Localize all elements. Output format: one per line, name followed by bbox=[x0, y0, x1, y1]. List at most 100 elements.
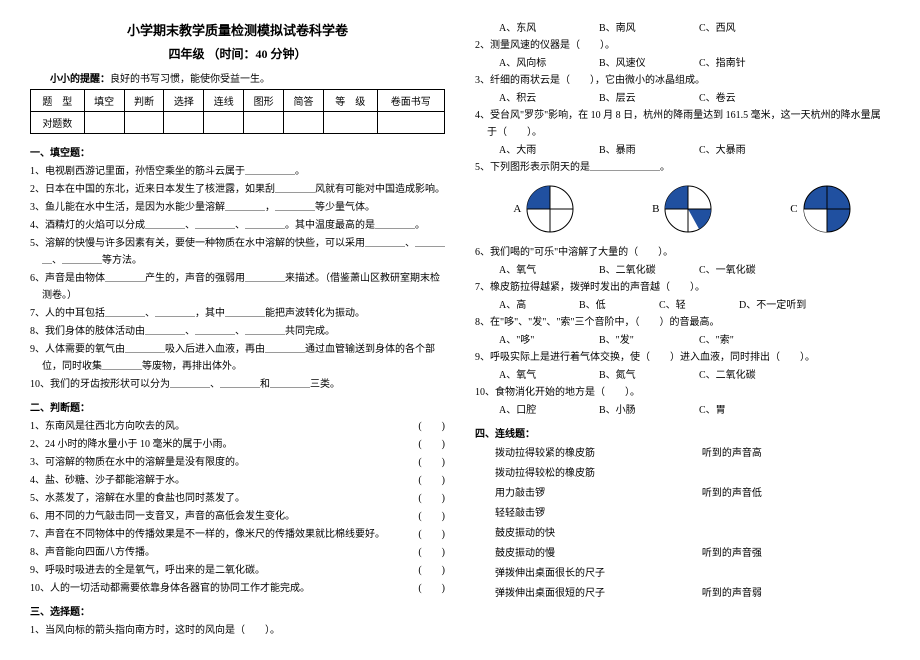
q: 6、声音是由物体＿＿＿＿产生的，声音的强弱用＿＿＿＿来描述。（借鉴萧山区教研室期… bbox=[30, 270, 445, 304]
line-row: 鼓皮振动的快 bbox=[475, 524, 890, 544]
pie-label: A bbox=[513, 203, 521, 215]
opt: C、胃 bbox=[699, 402, 799, 419]
section2-title: 二、判断题： bbox=[30, 399, 445, 414]
tf-item: 10、人的一切活动都需要依靠身体各器官的协同工作才能完成。( ) bbox=[30, 580, 445, 597]
opt: A、积云 bbox=[499, 90, 599, 107]
tf-item: 4、盐、砂糖、沙子都能溶解于水。( ) bbox=[30, 472, 445, 489]
q: 9、呼吸实际上是进行着气体交换，使（ ）进入血液，同时排出（ ）。 bbox=[475, 349, 890, 366]
line-right bbox=[702, 504, 890, 524]
line-right: 听到的声音低 bbox=[702, 484, 890, 504]
table-row: 题 型 填空 判断 选择 连线 图形 简答 等 级 卷面书写 bbox=[31, 90, 445, 112]
section3-title: 三、选择题： bbox=[30, 603, 445, 618]
options: A、"哆"B、"发"C、"索" bbox=[499, 332, 890, 349]
opt: C、西风 bbox=[699, 20, 799, 37]
line-left: 鼓皮振动的慢 bbox=[495, 544, 702, 564]
line-left: 鼓皮振动的快 bbox=[495, 524, 702, 544]
main-title: 小学期末教学质量检测模拟试卷科学卷 bbox=[30, 20, 445, 39]
line-left: 用力敲击锣 bbox=[495, 484, 702, 504]
cell bbox=[164, 112, 204, 134]
cell bbox=[84, 112, 124, 134]
q: 8、我们身体的肢体活动由＿＿＿＿、＿＿＿＿、＿＿＿＿共同完成。 bbox=[30, 323, 445, 340]
left-column: 小学期末教学质量检测模拟试卷科学卷 四年级 （时间：40 分钟） 小小的提醒：良… bbox=[30, 20, 445, 640]
cell bbox=[323, 112, 377, 134]
opt: C、卷云 bbox=[699, 90, 799, 107]
tf-paren: ( ) bbox=[430, 454, 445, 471]
options: A、氧气B、二氧化碳C、一氧化碳 bbox=[499, 262, 890, 279]
opt: B、"发" bbox=[599, 332, 699, 349]
tf-paren: ( ) bbox=[430, 490, 445, 507]
opt: B、低 bbox=[579, 297, 659, 314]
tf-item: 3、可溶解的物质在水中的溶解量是没有限度的。( ) bbox=[30, 454, 445, 471]
line-list: 拨动拉得较紧的橡皮筋听到的声音高拨动拉得较松的橡皮筋用力敲击锣听到的声音低轻轻敲… bbox=[475, 444, 890, 604]
opt: C、大暴雨 bbox=[699, 142, 799, 159]
q: 8、在"哆"、"发"、"索"三个音阶中，（ ）的音最高。 bbox=[475, 314, 890, 331]
q: 1、电视剧西游记里面，孙悟空乘坐的筋斗云属于＿＿＿＿＿。 bbox=[30, 163, 445, 180]
tf-item: 2、24 小时的降水量小于 10 毫米的属于小雨。( ) bbox=[30, 436, 445, 453]
opt: A、氧气 bbox=[499, 262, 599, 279]
cell bbox=[204, 112, 244, 134]
line-right bbox=[702, 564, 890, 584]
tf-paren: ( ) bbox=[430, 562, 445, 579]
opt: B、氮气 bbox=[599, 367, 699, 384]
th: 简答 bbox=[284, 90, 324, 112]
line-row: 拨动拉得较松的橡皮筋 bbox=[475, 464, 890, 484]
line-right: 听到的声音强 bbox=[702, 544, 890, 564]
tf-paren: ( ) bbox=[430, 526, 445, 543]
options: A、积云B、层云C、卷云 bbox=[499, 90, 890, 107]
opt: C、轻 bbox=[659, 297, 739, 314]
opt: A、口腔 bbox=[499, 402, 599, 419]
th: 题 型 bbox=[31, 90, 85, 112]
q: 10、食物消化开始的地方是（ ）。 bbox=[475, 384, 890, 401]
line-row: 轻轻敲击锣 bbox=[475, 504, 890, 524]
section1-title: 一、填空题： bbox=[30, 144, 445, 159]
q: 4、受台风"罗莎"影响，在 10 月 8 日，杭州的降雨量达到 161.5 毫米… bbox=[475, 107, 890, 141]
cell bbox=[124, 112, 164, 134]
tf-paren: ( ) bbox=[430, 418, 445, 435]
pie-icon bbox=[802, 184, 852, 234]
line-right bbox=[702, 524, 890, 544]
tf-item: 9、呼吸时吸进去的全是氧气，呼出来的是二氧化碳。( ) bbox=[30, 562, 445, 579]
tf-item: 6、用不同的力气敲击同一支音叉，声音的高低会发生变化。( ) bbox=[30, 508, 445, 525]
line-row: 弹拨伸出桌面很短的尺子听到的声音弱 bbox=[475, 584, 890, 604]
tf-item: 8、声音能向四面八方传播。( ) bbox=[30, 544, 445, 561]
opt: A、大雨 bbox=[499, 142, 599, 159]
tf-item: 5、水蒸发了，溶解在水里的食盐也同时蒸发了。( ) bbox=[30, 490, 445, 507]
pie-a: A bbox=[513, 184, 575, 234]
pie-label: C bbox=[790, 203, 797, 215]
cell bbox=[377, 112, 444, 134]
th: 判断 bbox=[124, 90, 164, 112]
right-column: A、东风B、南风C、西风 2、测量风速的仪器是（ ）。 A、风向标B、风速仪C、… bbox=[475, 20, 890, 640]
th: 选择 bbox=[164, 90, 204, 112]
pie-icon bbox=[525, 184, 575, 234]
opt: B、小肠 bbox=[599, 402, 699, 419]
section4-title: 四、连线题： bbox=[475, 425, 890, 440]
line-left: 弹拨伸出桌面很长的尺子 bbox=[495, 564, 702, 584]
row-label: 对题数 bbox=[31, 112, 85, 134]
tf-paren: ( ) bbox=[430, 472, 445, 489]
options: A、氧气B、氮气C、二氧化碳 bbox=[499, 367, 890, 384]
q: 7、橡皮筋拉得越紧，拨弹时发出的声音越（ ）。 bbox=[475, 279, 890, 296]
th: 等 级 bbox=[323, 90, 377, 112]
opt: A、氧气 bbox=[499, 367, 599, 384]
tip-text: 良好的书写习惯，能使你受益一生。 bbox=[110, 74, 270, 85]
line-right: 听到的声音弱 bbox=[702, 584, 890, 604]
opt: C、二氧化碳 bbox=[699, 367, 799, 384]
tf-list: 1、东南风是往西北方向吹去的风。( )2、24 小时的降水量小于 10 毫米的属… bbox=[30, 418, 445, 597]
tip: 小小的提醒：良好的书写习惯，能使你受益一生。 bbox=[30, 70, 445, 85]
tf-paren: ( ) bbox=[430, 544, 445, 561]
options: A、高B、低C、轻D、不一定听到 bbox=[499, 297, 890, 314]
opt: C、一氧化碳 bbox=[699, 262, 799, 279]
tf-item: 1、东南风是往西北方向吹去的风。( ) bbox=[30, 418, 445, 435]
line-row: 拨动拉得较紧的橡皮筋听到的声音高 bbox=[475, 444, 890, 464]
opt: A、风向标 bbox=[499, 55, 599, 72]
line-row: 弹拨伸出桌面很长的尺子 bbox=[475, 564, 890, 584]
tf-paren: ( ) bbox=[430, 580, 445, 597]
q: 9、人体需要的氧气由＿＿＿＿吸入后进入血液，再由＿＿＿＿通过血管输送到身体的各个… bbox=[30, 341, 445, 375]
opt: B、暴雨 bbox=[599, 142, 699, 159]
th: 卷面书写 bbox=[377, 90, 444, 112]
tip-bold: 小小的提醒： bbox=[50, 74, 110, 85]
pie-row: A B C bbox=[475, 184, 890, 234]
q: 5、下列图形表示阴天的是＿＿＿＿＿＿＿。 bbox=[475, 159, 890, 176]
line-left: 轻轻敲击锣 bbox=[495, 504, 702, 524]
q: 2、测量风速的仪器是（ ）。 bbox=[475, 37, 890, 54]
